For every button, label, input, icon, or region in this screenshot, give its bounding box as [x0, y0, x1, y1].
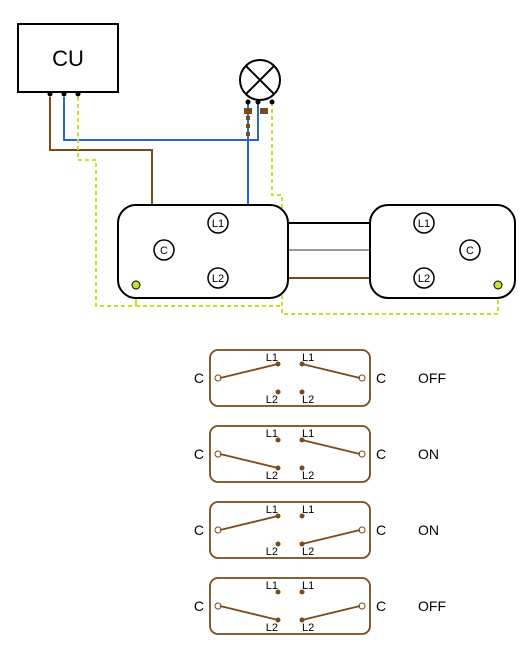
lamp-sleeve [244, 108, 252, 114]
svg-text:L1: L1 [266, 580, 278, 592]
state-diagram-3: C C L1 L1 L2 L2 OFF [194, 578, 446, 634]
cu-label: CU [52, 46, 84, 71]
svg-text:L1: L1 [302, 352, 314, 364]
svg-text:L2: L2 [302, 546, 314, 558]
switch-right: L1 C L2 [370, 205, 515, 298]
svg-text:L1: L1 [212, 218, 224, 230]
state-diagram-1: C C L1 L1 L2 L2 ON [194, 426, 439, 482]
svg-text:L1: L1 [302, 428, 314, 440]
earth-terminal-left [132, 281, 140, 289]
svg-text:L1: L1 [266, 428, 278, 440]
c-label-left: C [194, 598, 204, 614]
state-label: ON [418, 446, 439, 462]
svg-text:L2: L2 [266, 622, 278, 634]
c-label-right: C [376, 446, 386, 462]
cu-terminal-N [62, 92, 67, 97]
state-label: OFF [418, 598, 446, 614]
svg-text:C: C [466, 245, 474, 257]
state-diagram-2: C C L1 L1 L2 L2 ON [194, 502, 439, 558]
svg-text:L2: L2 [302, 622, 314, 634]
svg-text:L2: L2 [212, 273, 224, 285]
c-label-left: C [194, 522, 204, 538]
svg-text:C: C [160, 245, 168, 257]
earth-terminal-right [494, 281, 502, 289]
svg-text:L1: L1 [302, 504, 314, 516]
state-label: ON [418, 522, 439, 538]
state-label: OFF [418, 370, 446, 386]
svg-text:L1: L1 [418, 218, 430, 230]
c-label-left: C [194, 446, 204, 462]
c-label-left: C [194, 370, 204, 386]
svg-text:L2: L2 [418, 273, 430, 285]
svg-text:L1: L1 [266, 352, 278, 364]
cu-terminal-E [76, 92, 81, 97]
svg-text:L2: L2 [302, 470, 314, 482]
c-label-right: C [376, 598, 386, 614]
svg-text:L2: L2 [302, 394, 314, 406]
cu-terminal-L [48, 92, 53, 97]
state-diagram-0: C C L1 L1 L2 L2 OFF [194, 350, 446, 406]
lamp-terminal-N [256, 100, 261, 105]
svg-text:L1: L1 [302, 580, 314, 592]
switch-left: L1 C L2 [118, 205, 288, 298]
svg-text:L2: L2 [266, 546, 278, 558]
lamp-terminal-E [270, 100, 275, 105]
lamp-terminal-L [246, 100, 251, 105]
cu-neutral-to-lamp [64, 97, 258, 140]
svg-text:L2: L2 [266, 470, 278, 482]
c-label-right: C [376, 370, 386, 386]
svg-text:L2: L2 [266, 394, 278, 406]
svg-text:L1: L1 [266, 504, 278, 516]
c-label-right: C [376, 522, 386, 538]
lamp-sleeve-2 [260, 108, 268, 114]
